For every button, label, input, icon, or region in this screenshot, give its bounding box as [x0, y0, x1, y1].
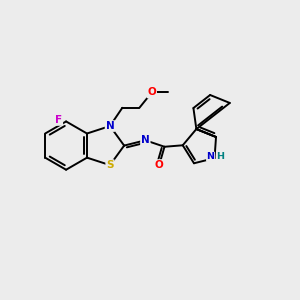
Text: O: O	[147, 88, 156, 98]
Text: N: N	[106, 121, 114, 131]
Text: N: N	[141, 135, 150, 145]
Text: N: N	[206, 152, 214, 161]
Text: S: S	[106, 160, 114, 170]
Text: O: O	[155, 160, 164, 170]
Text: F: F	[55, 115, 62, 125]
Text: H: H	[216, 152, 224, 161]
